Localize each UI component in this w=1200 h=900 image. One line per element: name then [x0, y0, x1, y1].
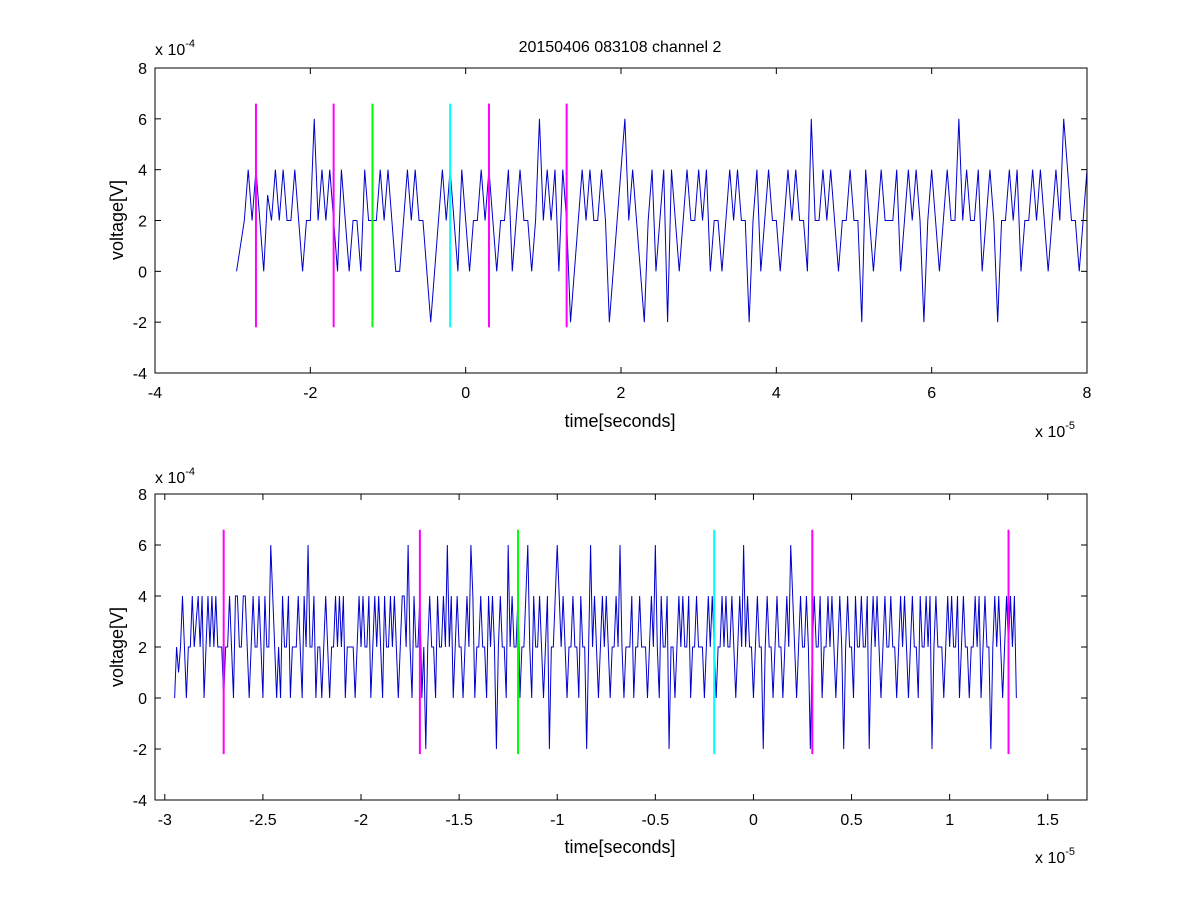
- bottom-y-tick-label: 6: [138, 538, 147, 555]
- bottom-x-tick-label: 1: [945, 812, 954, 829]
- top-x-tick-label: 0: [461, 385, 470, 402]
- bottom-y-ticks: -4 -2 0 2 4 6 8: [133, 487, 1087, 810]
- bottom-x-multiplier: x 10-5: [1035, 846, 1075, 867]
- bottom-y-tick-label: 4: [138, 589, 147, 606]
- top-voltage-trace: [236, 118, 1088, 323]
- top-y-multiplier-exponent: -4: [185, 38, 195, 50]
- bottom-x-tick-label: -2.5: [249, 812, 277, 829]
- bottom-x-tick-label: 1.5: [1037, 812, 1059, 829]
- bottom-x-tick-label: -1.5: [445, 812, 473, 829]
- top-y-tick-label: 4: [138, 163, 147, 180]
- bottom-x-axis-label: time[seconds]: [564, 837, 675, 857]
- top-subplot: 20150406 083108 channel 2 -4 -2 0 2 4 6 8 -4 -2…: [107, 38, 1092, 441]
- top-y-tick-label: 8: [138, 61, 147, 78]
- top-x-tick-label: -4: [148, 385, 162, 402]
- bottom-y-multiplier: x 10-4: [155, 466, 195, 487]
- bottom-y-tick-label: -4: [133, 793, 147, 810]
- bottom-x-multiplier-exponent: -5: [1065, 846, 1075, 858]
- top-x-ticks: -4 -2 0 2 4 6 8: [148, 68, 1092, 402]
- top-x-tick-label: 2: [617, 385, 626, 402]
- top-x-multiplier-exponent: -5: [1065, 420, 1075, 432]
- bottom-y-multiplier-exponent: -4: [185, 466, 195, 478]
- top-y-tick-label: 2: [138, 214, 147, 231]
- bottom-x-tick-label: -1: [550, 812, 564, 829]
- bottom-x-ticks: -3 -2.5 -2 -1.5 -1 -0.5 0 0.5 1 1.5: [158, 494, 1059, 829]
- bottom-y-tick-label: 0: [138, 691, 147, 708]
- top-chart-title: 20150406 083108 channel 2: [519, 39, 722, 56]
- bottom-y-axis-label: voltage[V]: [107, 607, 127, 687]
- top-y-multiplier-base: x 10: [155, 42, 185, 59]
- top-y-tick-label: 6: [138, 112, 147, 129]
- bottom-x-multiplier-base: x 10: [1035, 850, 1065, 867]
- top-y-axis-label: voltage[V]: [107, 180, 127, 260]
- bottom-y-tick-label: -2: [133, 742, 147, 759]
- bottom-y-tick-label: 2: [138, 640, 147, 657]
- top-x-multiplier: x 10-5: [1035, 420, 1075, 441]
- top-x-axis-label: time[seconds]: [564, 411, 675, 431]
- bottom-y-tick-label: 8: [138, 487, 147, 504]
- bottom-x-tick-label: 0: [749, 812, 758, 829]
- bottom-y-multiplier-base: x 10: [155, 470, 185, 487]
- top-x-multiplier-base: x 10: [1035, 424, 1065, 441]
- top-y-ticks: -4 -2 0 2 4 6 8: [133, 61, 1087, 383]
- bottom-subplot: -3 -2.5 -2 -1.5 -1 -0.5 0 0.5 1 1.5 -4 -2 0 2 4 6 8 tim…: [107, 466, 1088, 867]
- bottom-x-tick-label: 0.5: [840, 812, 862, 829]
- bottom-signal-layer: [174, 544, 1017, 750]
- bottom-x-tick-label: -0.5: [642, 812, 670, 829]
- top-y-multiplier: x 10-4: [155, 38, 195, 59]
- top-y-tick-label: -2: [133, 315, 147, 332]
- top-marker-layer: [254, 103, 568, 328]
- bottom-voltage-trace: [174, 544, 1017, 750]
- top-signal-layer: [236, 118, 1088, 323]
- bottom-x-tick-label: -3: [158, 812, 172, 829]
- bottom-marker-layer: [222, 529, 1010, 755]
- top-y-tick-label: -4: [133, 366, 147, 383]
- top-x-tick-label: 4: [772, 385, 781, 402]
- bottom-x-tick-label: -2: [354, 812, 368, 829]
- top-y-tick-label: 0: [138, 264, 147, 281]
- top-x-tick-label: -2: [303, 385, 317, 402]
- top-x-tick-label: 8: [1083, 385, 1092, 402]
- top-x-tick-label: 6: [927, 385, 936, 402]
